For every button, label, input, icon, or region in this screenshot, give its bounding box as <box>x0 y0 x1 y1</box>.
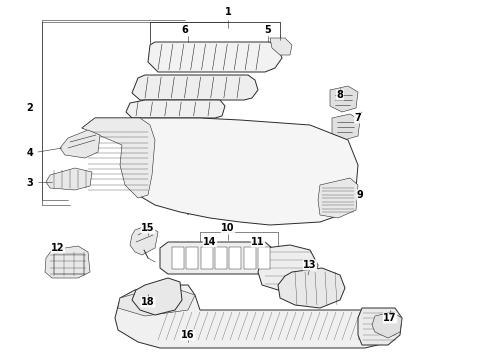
Polygon shape <box>258 245 318 290</box>
Polygon shape <box>372 312 402 338</box>
Text: 14: 14 <box>203 237 217 247</box>
Text: 18: 18 <box>141 297 155 307</box>
Text: 12: 12 <box>51 243 65 253</box>
Polygon shape <box>130 225 158 255</box>
Circle shape <box>156 288 160 292</box>
Polygon shape <box>160 242 272 274</box>
Text: 3: 3 <box>26 178 33 188</box>
Text: 2: 2 <box>26 103 33 113</box>
Text: 4: 4 <box>26 148 33 158</box>
Polygon shape <box>332 114 360 140</box>
Polygon shape <box>132 278 182 315</box>
Polygon shape <box>132 75 258 100</box>
Polygon shape <box>45 246 90 278</box>
Text: 7: 7 <box>355 113 362 123</box>
Text: 1: 1 <box>224 7 231 17</box>
Text: 5: 5 <box>265 25 271 35</box>
Polygon shape <box>46 168 92 190</box>
Text: 9: 9 <box>357 190 364 200</box>
Text: 13: 13 <box>303 260 317 270</box>
Text: 16: 16 <box>181 330 195 340</box>
Text: 6: 6 <box>182 25 188 35</box>
Polygon shape <box>229 247 242 269</box>
Circle shape <box>156 302 160 306</box>
Polygon shape <box>258 247 270 269</box>
Polygon shape <box>201 247 213 269</box>
Polygon shape <box>115 285 398 348</box>
Text: 11: 11 <box>251 237 265 247</box>
Polygon shape <box>186 247 198 269</box>
Text: 17: 17 <box>383 313 397 323</box>
Polygon shape <box>60 130 100 158</box>
Polygon shape <box>330 86 358 112</box>
Polygon shape <box>215 247 227 269</box>
Polygon shape <box>270 38 292 55</box>
Polygon shape <box>278 268 345 308</box>
Polygon shape <box>318 178 358 218</box>
Text: 15: 15 <box>141 223 155 233</box>
Polygon shape <box>244 247 256 269</box>
Polygon shape <box>82 118 155 198</box>
Polygon shape <box>358 308 402 345</box>
Polygon shape <box>172 247 184 269</box>
Text: 8: 8 <box>337 90 343 100</box>
Polygon shape <box>82 118 358 225</box>
Polygon shape <box>118 285 195 316</box>
Polygon shape <box>126 100 225 118</box>
Circle shape <box>341 191 355 205</box>
Polygon shape <box>148 42 282 72</box>
Text: 10: 10 <box>221 223 235 233</box>
